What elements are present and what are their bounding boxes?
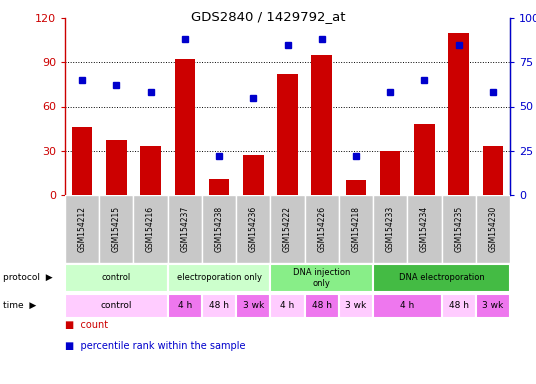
Bar (380, 151, 400, 195)
Text: GSM154236: GSM154236 (249, 206, 258, 252)
Bar (304, 293, 339, 318)
Bar (270, 293, 304, 318)
Text: GSM154233: GSM154233 (386, 206, 394, 252)
Bar (373, 293, 442, 318)
Text: ■  count: ■ count (65, 320, 108, 330)
Bar (476, 293, 510, 318)
Bar (99, 195, 133, 263)
Text: electroporation only: electroporation only (176, 273, 262, 283)
Text: GSM154215: GSM154215 (112, 206, 121, 252)
Text: GSM154216: GSM154216 (146, 206, 155, 252)
Bar (270, 195, 304, 263)
Text: GSM154234: GSM154234 (420, 206, 429, 252)
Text: 48 h: 48 h (312, 301, 332, 310)
Bar (339, 195, 373, 263)
Bar (407, 195, 442, 263)
Bar (311, 55, 332, 195)
Bar (140, 146, 161, 195)
Bar (304, 195, 339, 263)
Bar (346, 180, 366, 195)
Bar (236, 195, 270, 263)
Text: GDS2840 / 1429792_at: GDS2840 / 1429792_at (191, 10, 345, 23)
Text: 48 h: 48 h (209, 301, 229, 310)
Bar (442, 195, 476, 263)
Text: GSM154218: GSM154218 (352, 206, 361, 252)
Bar (373, 195, 407, 263)
Bar (243, 155, 264, 195)
Bar (476, 195, 510, 263)
Bar (277, 74, 298, 195)
Bar (65, 263, 168, 292)
Text: time  ▶: time ▶ (3, 301, 36, 310)
Text: GSM154230: GSM154230 (488, 206, 497, 252)
Text: GSM154237: GSM154237 (180, 206, 189, 252)
Text: 4 h: 4 h (400, 301, 414, 310)
Text: GSM154235: GSM154235 (454, 206, 463, 252)
Text: 3 wk: 3 wk (482, 301, 503, 310)
Bar (449, 33, 469, 195)
Bar (65, 195, 99, 263)
Bar (373, 263, 510, 292)
Bar (168, 195, 202, 263)
Bar (175, 59, 195, 195)
Bar (133, 195, 168, 263)
Text: 4 h: 4 h (177, 301, 192, 310)
Bar (209, 179, 229, 195)
Text: DNA injection
only: DNA injection only (293, 268, 351, 288)
Bar (65, 293, 168, 318)
Text: 48 h: 48 h (449, 301, 468, 310)
Bar (414, 124, 435, 195)
Bar (482, 146, 503, 195)
Text: 4 h: 4 h (280, 301, 295, 310)
Text: ■  percentile rank within the sample: ■ percentile rank within the sample (65, 341, 245, 351)
Bar (168, 263, 270, 292)
Text: control: control (101, 301, 132, 310)
Text: GSM154212: GSM154212 (78, 206, 87, 252)
Bar (72, 127, 92, 195)
Bar (168, 293, 202, 318)
Bar (270, 263, 373, 292)
Text: GSM154226: GSM154226 (317, 206, 326, 252)
Text: protocol  ▶: protocol ▶ (3, 273, 53, 283)
Bar (202, 293, 236, 318)
Bar (202, 195, 236, 263)
Bar (442, 293, 476, 318)
Bar (236, 293, 270, 318)
Text: 3 wk: 3 wk (243, 301, 264, 310)
Bar (106, 141, 126, 195)
Text: control: control (102, 273, 131, 283)
Text: DNA electroporation: DNA electroporation (399, 273, 485, 283)
Bar (339, 293, 373, 318)
Text: GSM154238: GSM154238 (214, 206, 224, 252)
Text: 3 wk: 3 wk (345, 301, 367, 310)
Text: GSM154222: GSM154222 (283, 206, 292, 252)
